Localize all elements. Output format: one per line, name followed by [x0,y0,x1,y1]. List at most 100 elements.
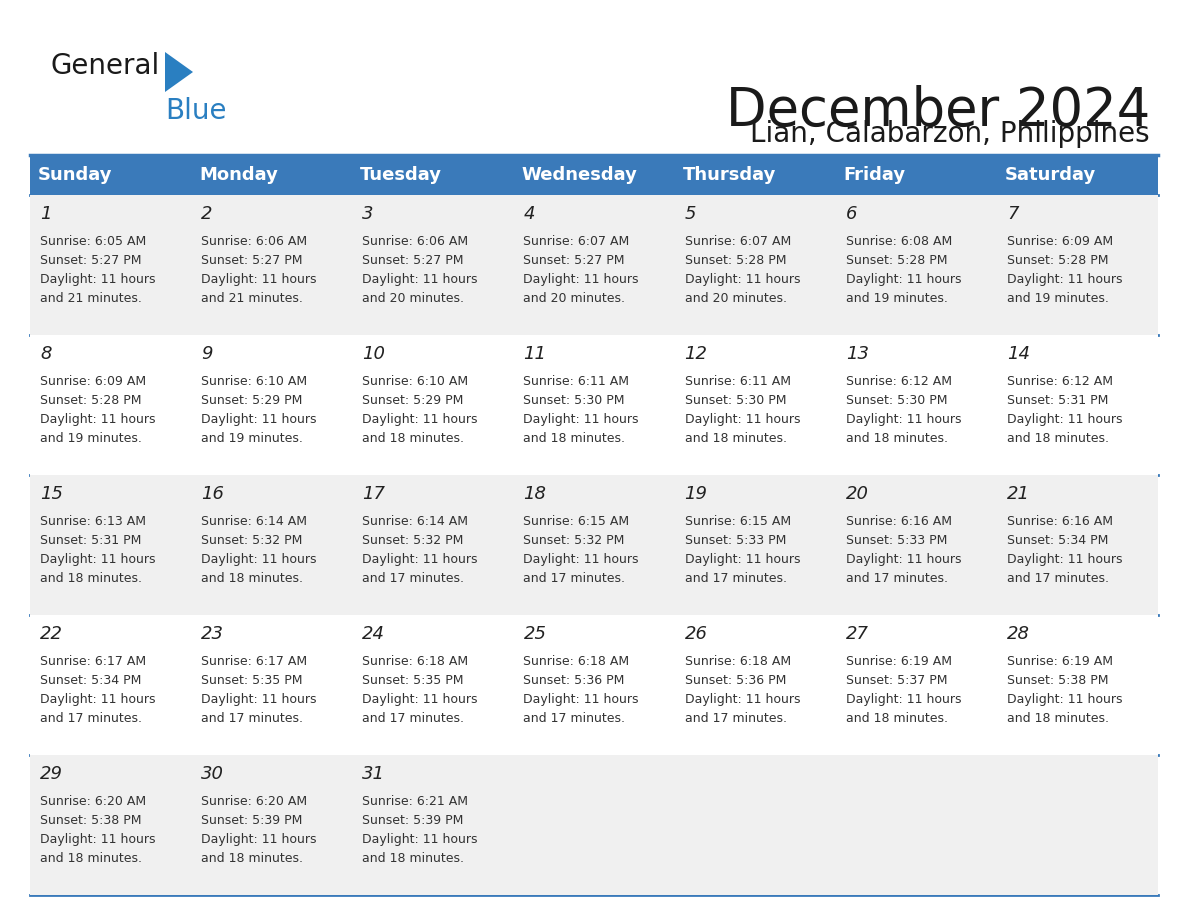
Text: Daylight: 11 hours: Daylight: 11 hours [524,273,639,286]
Text: Daylight: 11 hours: Daylight: 11 hours [201,833,317,846]
Text: Daylight: 11 hours: Daylight: 11 hours [362,413,478,426]
Text: Sunrise: 6:07 AM: Sunrise: 6:07 AM [524,235,630,248]
Text: 30: 30 [201,765,225,783]
Text: and 20 minutes.: and 20 minutes. [524,292,625,305]
Text: Sunset: 5:30 PM: Sunset: 5:30 PM [684,394,786,407]
Text: and 21 minutes.: and 21 minutes. [40,292,141,305]
Text: Sunrise: 6:14 AM: Sunrise: 6:14 AM [201,515,308,528]
Text: Daylight: 11 hours: Daylight: 11 hours [201,553,317,566]
Text: Sunrise: 6:12 AM: Sunrise: 6:12 AM [846,375,952,388]
Text: Daylight: 11 hours: Daylight: 11 hours [40,833,156,846]
Text: Sunrise: 6:06 AM: Sunrise: 6:06 AM [201,235,308,248]
Text: Sunrise: 6:06 AM: Sunrise: 6:06 AM [362,235,468,248]
Text: Daylight: 11 hours: Daylight: 11 hours [1007,413,1123,426]
Text: Saturday: Saturday [1005,166,1097,184]
Text: 5: 5 [684,205,696,223]
Text: Daylight: 11 hours: Daylight: 11 hours [362,833,478,846]
Text: Sunrise: 6:11 AM: Sunrise: 6:11 AM [684,375,790,388]
Text: Sunrise: 6:15 AM: Sunrise: 6:15 AM [524,515,630,528]
Text: Sunrise: 6:19 AM: Sunrise: 6:19 AM [846,655,952,668]
Text: Sunrise: 6:18 AM: Sunrise: 6:18 AM [524,655,630,668]
Text: and 18 minutes.: and 18 minutes. [1007,432,1108,445]
Text: Sunset: 5:31 PM: Sunset: 5:31 PM [1007,394,1108,407]
Text: Daylight: 11 hours: Daylight: 11 hours [846,693,961,706]
Text: and 17 minutes.: and 17 minutes. [201,712,303,725]
Text: Daylight: 11 hours: Daylight: 11 hours [40,273,156,286]
Text: 28: 28 [1007,625,1030,643]
Text: and 17 minutes.: and 17 minutes. [362,712,465,725]
Text: and 17 minutes.: and 17 minutes. [684,712,786,725]
Text: General: General [50,52,159,80]
Text: Sunset: 5:34 PM: Sunset: 5:34 PM [40,674,141,687]
Text: 13: 13 [846,345,868,363]
Text: Sunset: 5:30 PM: Sunset: 5:30 PM [846,394,947,407]
Text: 9: 9 [201,345,213,363]
Text: Sunset: 5:28 PM: Sunset: 5:28 PM [846,254,947,267]
Text: Sunset: 5:32 PM: Sunset: 5:32 PM [362,534,463,547]
Text: 6: 6 [846,205,858,223]
Text: Daylight: 11 hours: Daylight: 11 hours [201,413,317,426]
Text: Sunset: 5:36 PM: Sunset: 5:36 PM [684,674,786,687]
Text: Sunset: 5:34 PM: Sunset: 5:34 PM [1007,534,1108,547]
Text: Daylight: 11 hours: Daylight: 11 hours [524,553,639,566]
Text: Daylight: 11 hours: Daylight: 11 hours [846,553,961,566]
Text: Sunset: 5:27 PM: Sunset: 5:27 PM [524,254,625,267]
Text: and 17 minutes.: and 17 minutes. [362,572,465,585]
Text: Sunset: 5:33 PM: Sunset: 5:33 PM [684,534,786,547]
Text: Sunrise: 6:18 AM: Sunrise: 6:18 AM [684,655,791,668]
Text: 27: 27 [846,625,868,643]
Text: and 18 minutes.: and 18 minutes. [40,572,143,585]
Text: Friday: Friday [843,166,905,184]
Text: Sunset: 5:32 PM: Sunset: 5:32 PM [201,534,303,547]
Text: Sunset: 5:38 PM: Sunset: 5:38 PM [1007,674,1108,687]
Text: and 17 minutes.: and 17 minutes. [1007,572,1108,585]
Text: Daylight: 11 hours: Daylight: 11 hours [1007,693,1123,706]
Text: Daylight: 11 hours: Daylight: 11 hours [1007,553,1123,566]
Text: Sunset: 5:37 PM: Sunset: 5:37 PM [846,674,947,687]
Text: Daylight: 11 hours: Daylight: 11 hours [684,693,800,706]
Text: and 18 minutes.: and 18 minutes. [362,432,465,445]
Text: Sunday: Sunday [38,166,113,184]
Text: Sunset: 5:31 PM: Sunset: 5:31 PM [40,534,141,547]
Text: and 21 minutes.: and 21 minutes. [201,292,303,305]
Text: Daylight: 11 hours: Daylight: 11 hours [40,413,156,426]
Text: 7: 7 [1007,205,1018,223]
Text: Sunset: 5:39 PM: Sunset: 5:39 PM [362,814,463,827]
Text: and 18 minutes.: and 18 minutes. [201,572,303,585]
Text: Sunrise: 6:09 AM: Sunrise: 6:09 AM [1007,235,1113,248]
Text: 29: 29 [40,765,63,783]
Text: Sunset: 5:33 PM: Sunset: 5:33 PM [846,534,947,547]
Text: Sunrise: 6:16 AM: Sunrise: 6:16 AM [846,515,952,528]
Text: Daylight: 11 hours: Daylight: 11 hours [524,693,639,706]
Text: Sunrise: 6:20 AM: Sunrise: 6:20 AM [40,795,146,808]
Text: Sunset: 5:28 PM: Sunset: 5:28 PM [40,394,141,407]
Text: Sunset: 5:28 PM: Sunset: 5:28 PM [684,254,786,267]
Text: Sunrise: 6:05 AM: Sunrise: 6:05 AM [40,235,146,248]
Text: 25: 25 [524,625,546,643]
Text: and 17 minutes.: and 17 minutes. [524,572,625,585]
Text: 17: 17 [362,485,385,503]
Text: 1: 1 [40,205,51,223]
Text: Sunrise: 6:08 AM: Sunrise: 6:08 AM [846,235,952,248]
Text: Daylight: 11 hours: Daylight: 11 hours [846,413,961,426]
Text: 8: 8 [40,345,51,363]
Text: and 18 minutes.: and 18 minutes. [40,852,143,865]
Text: 22: 22 [40,625,63,643]
Text: Lian, Calabarzon, Philippines: Lian, Calabarzon, Philippines [751,120,1150,148]
Text: Sunrise: 6:10 AM: Sunrise: 6:10 AM [201,375,308,388]
Text: Sunset: 5:29 PM: Sunset: 5:29 PM [362,394,463,407]
Text: 18: 18 [524,485,546,503]
Text: Daylight: 11 hours: Daylight: 11 hours [362,273,478,286]
Text: Blue: Blue [165,97,227,125]
Text: Sunrise: 6:09 AM: Sunrise: 6:09 AM [40,375,146,388]
Text: and 17 minutes.: and 17 minutes. [40,712,143,725]
Text: 23: 23 [201,625,225,643]
Text: Sunrise: 6:14 AM: Sunrise: 6:14 AM [362,515,468,528]
Text: and 18 minutes.: and 18 minutes. [201,852,303,865]
Text: Sunset: 5:27 PM: Sunset: 5:27 PM [362,254,463,267]
Text: 21: 21 [1007,485,1030,503]
Text: Sunset: 5:35 PM: Sunset: 5:35 PM [362,674,463,687]
Text: 14: 14 [1007,345,1030,363]
Text: and 19 minutes.: and 19 minutes. [1007,292,1108,305]
Text: 11: 11 [524,345,546,363]
